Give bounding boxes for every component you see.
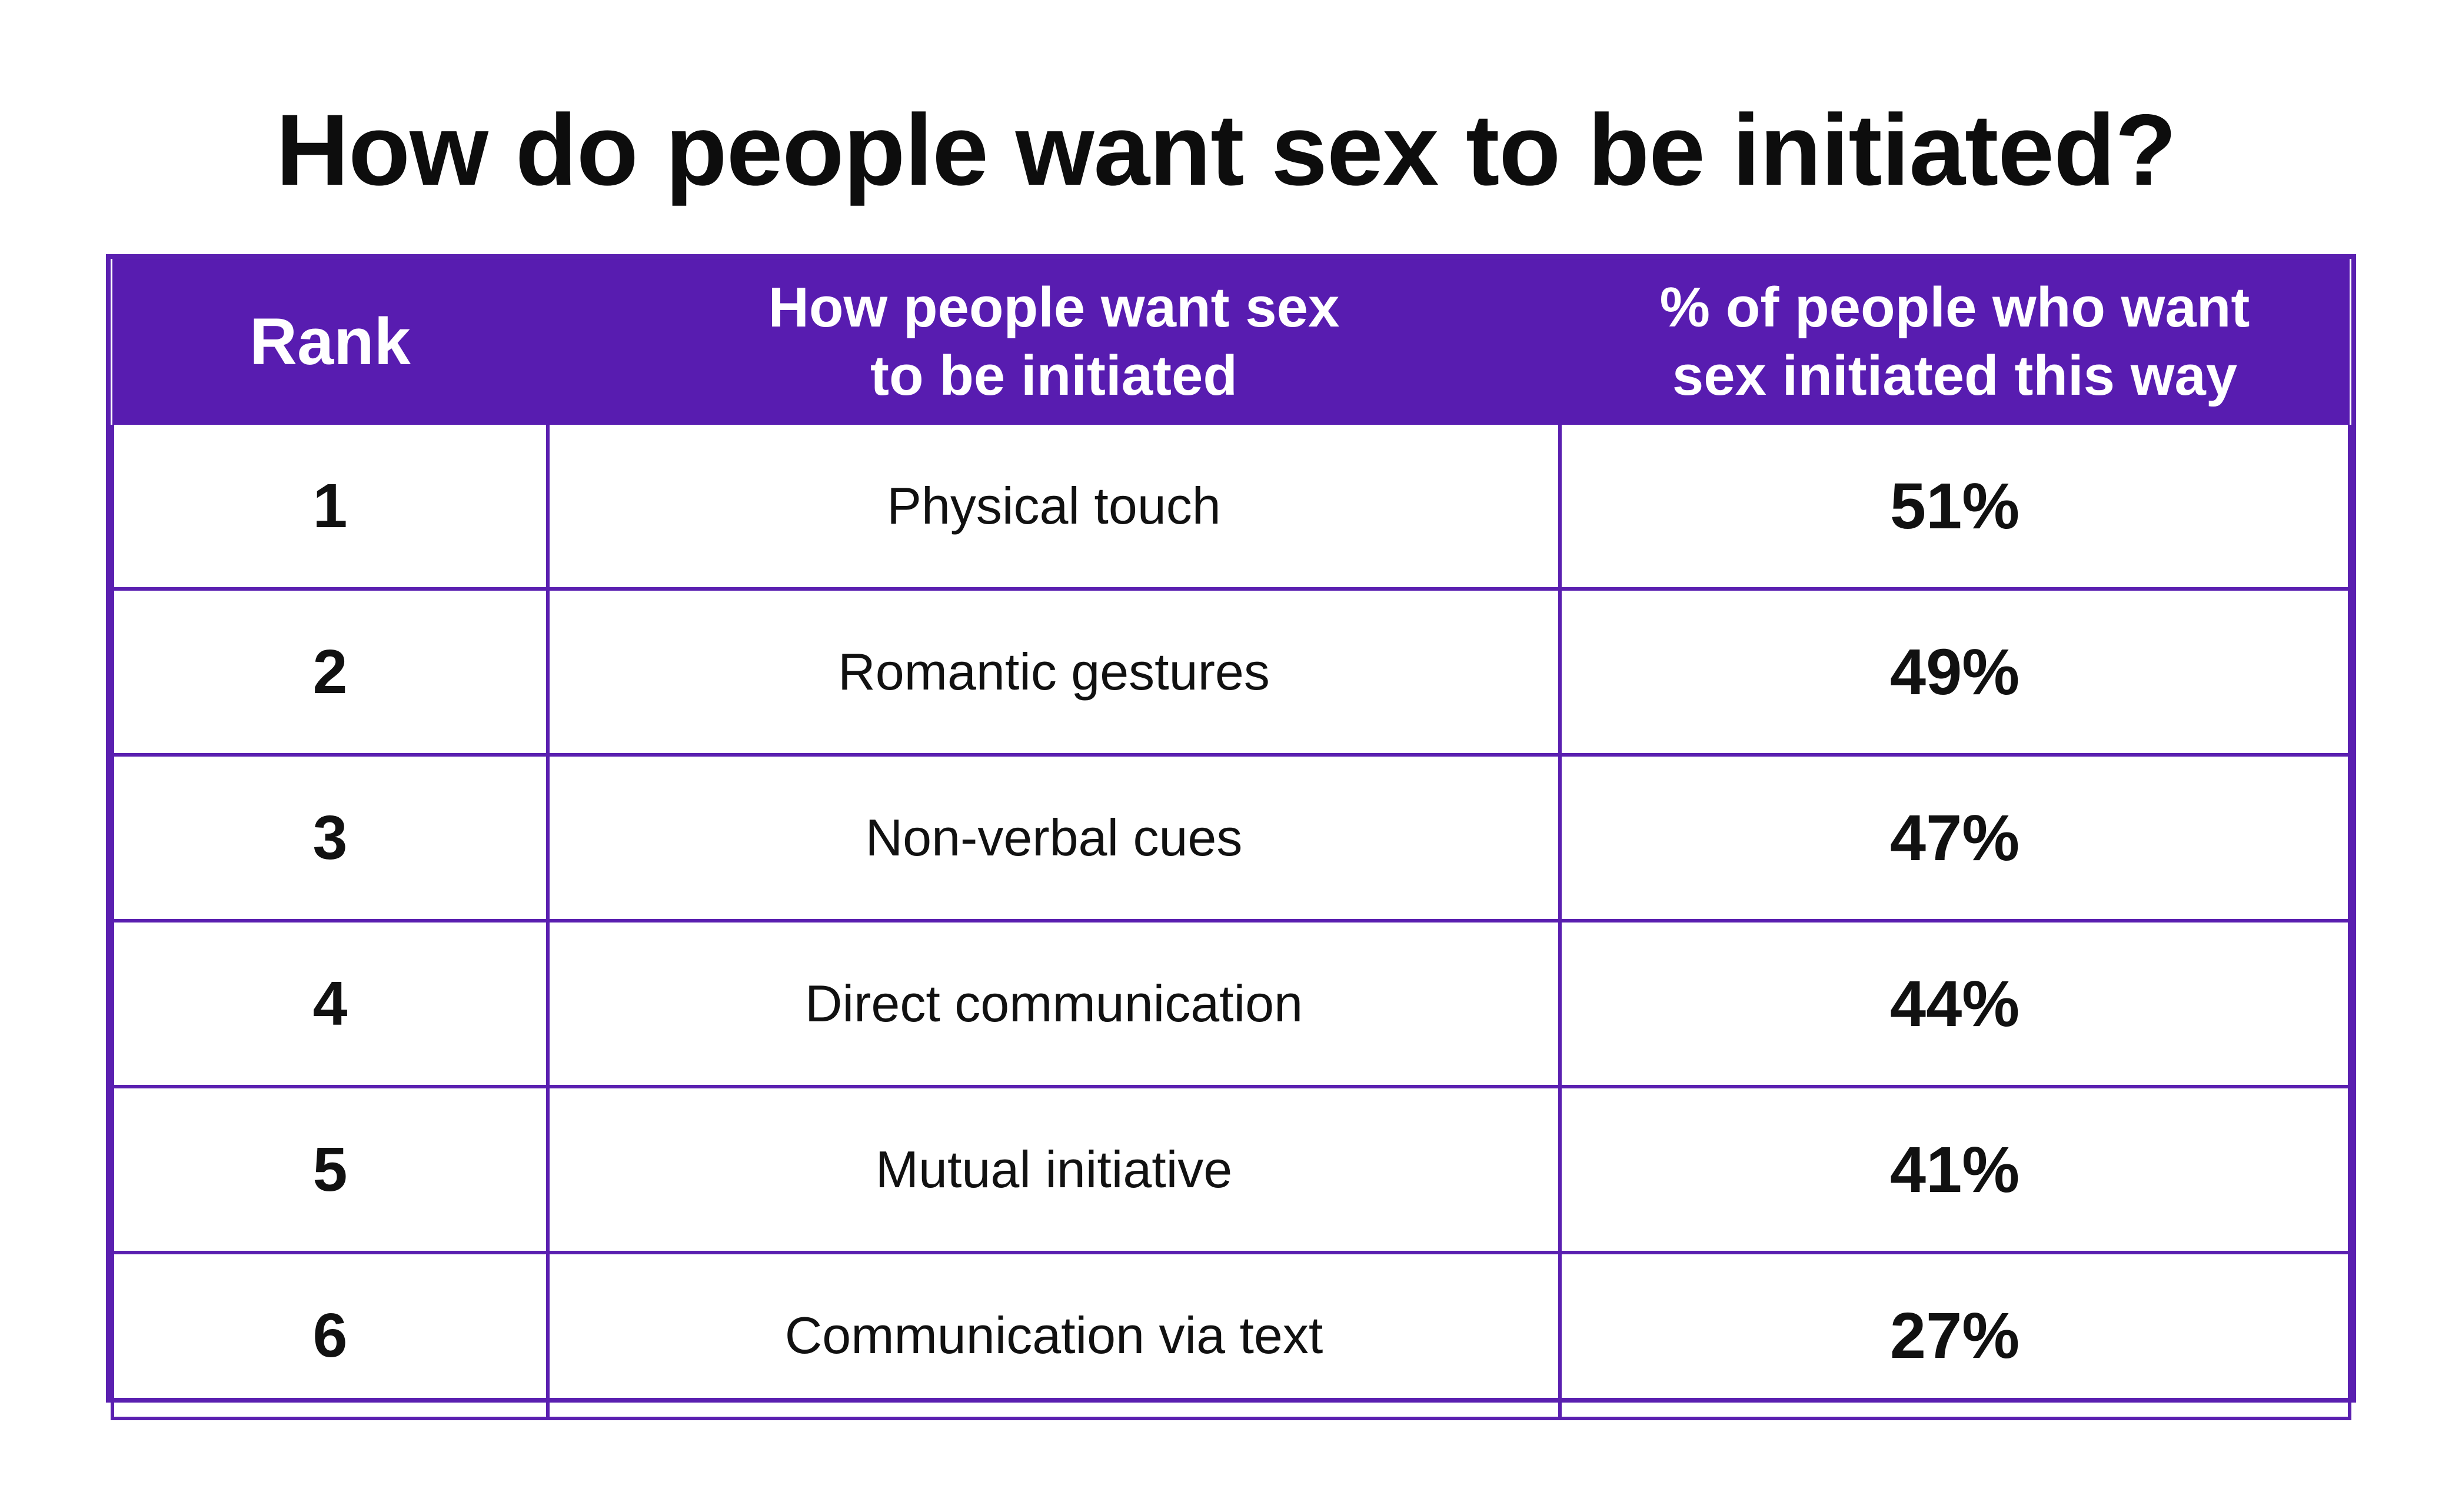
method-cell: Romantic gestures	[546, 587, 1562, 757]
rank-cell: 1	[111, 425, 550, 591]
column-header-method: How people want sex to be initiated	[548, 259, 1560, 425]
method-cell: Non-verbal cues	[546, 753, 1562, 922]
table-row: 4 Direct communication 44%	[111, 919, 2351, 1088]
rank-cell: 3	[111, 753, 550, 922]
column-header-percent-line-1: % of people who want	[1659, 276, 2250, 339]
page-title: How do people want sex to be initiated?	[275, 94, 2177, 207]
method-cell: Direct communication	[546, 919, 1562, 1088]
column-header-rank: Rank	[112, 259, 548, 425]
method-cell: Communication via text	[546, 1251, 1562, 1420]
column-header-percent: % of people who want sex initiated this …	[1560, 259, 2350, 425]
percent-cell: 49%	[1558, 587, 2351, 757]
rank-cell: 6	[111, 1251, 550, 1420]
table-row: 5 Mutual initiative 41%	[111, 1085, 2351, 1254]
ranking-table: Rank How people want sex to be initiated…	[111, 259, 2351, 1420]
method-cell: Mutual initiative	[546, 1085, 1562, 1254]
percent-cell: 51%	[1558, 425, 2351, 591]
rank-cell: 2	[111, 587, 550, 757]
percent-cell: 27%	[1558, 1251, 2351, 1420]
rank-cell: 5	[111, 1085, 550, 1254]
table-header: Rank How people want sex to be initiated…	[112, 259, 2350, 425]
table-row: 3 Non-verbal cues 47%	[111, 753, 2351, 922]
percent-cell: 47%	[1558, 753, 2351, 922]
method-cell: Physical touch	[546, 425, 1562, 591]
column-header-percent-line-2: sex initiated this way	[1672, 344, 2238, 407]
table-body: 1 Physical touch 51% 2 Romantic gestures…	[111, 425, 2351, 1420]
column-header-method-line-1: How people want sex	[768, 276, 1340, 339]
ranking-table-frame: Rank How people want sex to be initiated…	[106, 254, 2356, 1420]
percent-cell: 44%	[1558, 919, 2351, 1088]
rank-cell: 4	[111, 919, 550, 1088]
percent-cell: 41%	[1558, 1085, 2351, 1254]
table-row: 1 Physical touch 51%	[111, 425, 2351, 591]
column-header-method-line-2: to be initiated	[870, 344, 1237, 407]
table-row: 6 Communication via text 27%	[111, 1251, 2351, 1420]
table-row: 2 Romantic gestures 49%	[111, 587, 2351, 757]
header-row: Rank How people want sex to be initiated…	[112, 259, 2350, 425]
